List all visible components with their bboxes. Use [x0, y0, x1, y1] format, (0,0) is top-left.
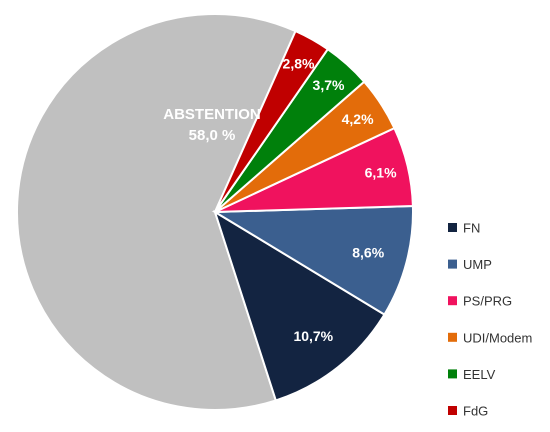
- slice-label-name-abstention: ABSTENTION: [163, 106, 261, 123]
- pie-slice-abstention: [15, 13, 297, 411]
- pie-slice-fdg: [214, 29, 330, 213]
- legend-swatch-eelv: [448, 369, 457, 379]
- slice-label-value-abstention: 58,0 %: [189, 127, 236, 144]
- legend-swatch-udi-modem: [448, 332, 457, 342]
- pie-slices: [15, 13, 414, 411]
- pie-slice-fn: [213, 209, 386, 402]
- slice-label-value-eelv: 3,7%: [313, 77, 345, 93]
- legend-label-ump: UMP: [463, 257, 492, 272]
- legend-swatch-ump: [448, 259, 457, 269]
- legend-label-fdg: FdG: [463, 404, 488, 419]
- legend-label-ps-prg: PS/PRG: [463, 294, 512, 309]
- slice-label-value-udi-modem: 4,2%: [342, 111, 374, 127]
- legend-swatch-ps-prg: [448, 296, 457, 306]
- legend-swatch-fn: [448, 223, 457, 232]
- legend-swatch-fdg: [448, 406, 457, 415]
- slice-label-value-fn: 10,7%: [293, 328, 333, 344]
- legend-label-eelv: EELV: [463, 367, 496, 382]
- legend-label-fn: FN: [463, 221, 480, 236]
- legend: FN UMP PS/PRG UDI/Modem EELV FdG: [448, 221, 532, 419]
- slice-label-value-fdg: 2,8%: [283, 56, 315, 72]
- legend-label-udi-modem: UDI/Modem: [463, 330, 532, 345]
- slice-label-value-ps-prg: 6,1%: [365, 165, 397, 181]
- slice-label-value-ump: 8,6%: [352, 244, 384, 260]
- pie-slice-ump: [211, 205, 414, 316]
- slice-labels: ABSTENTION 58,0 % 10,7% 8,6% 6,1% 4,2% 3,7% 2,8…: [163, 56, 397, 345]
